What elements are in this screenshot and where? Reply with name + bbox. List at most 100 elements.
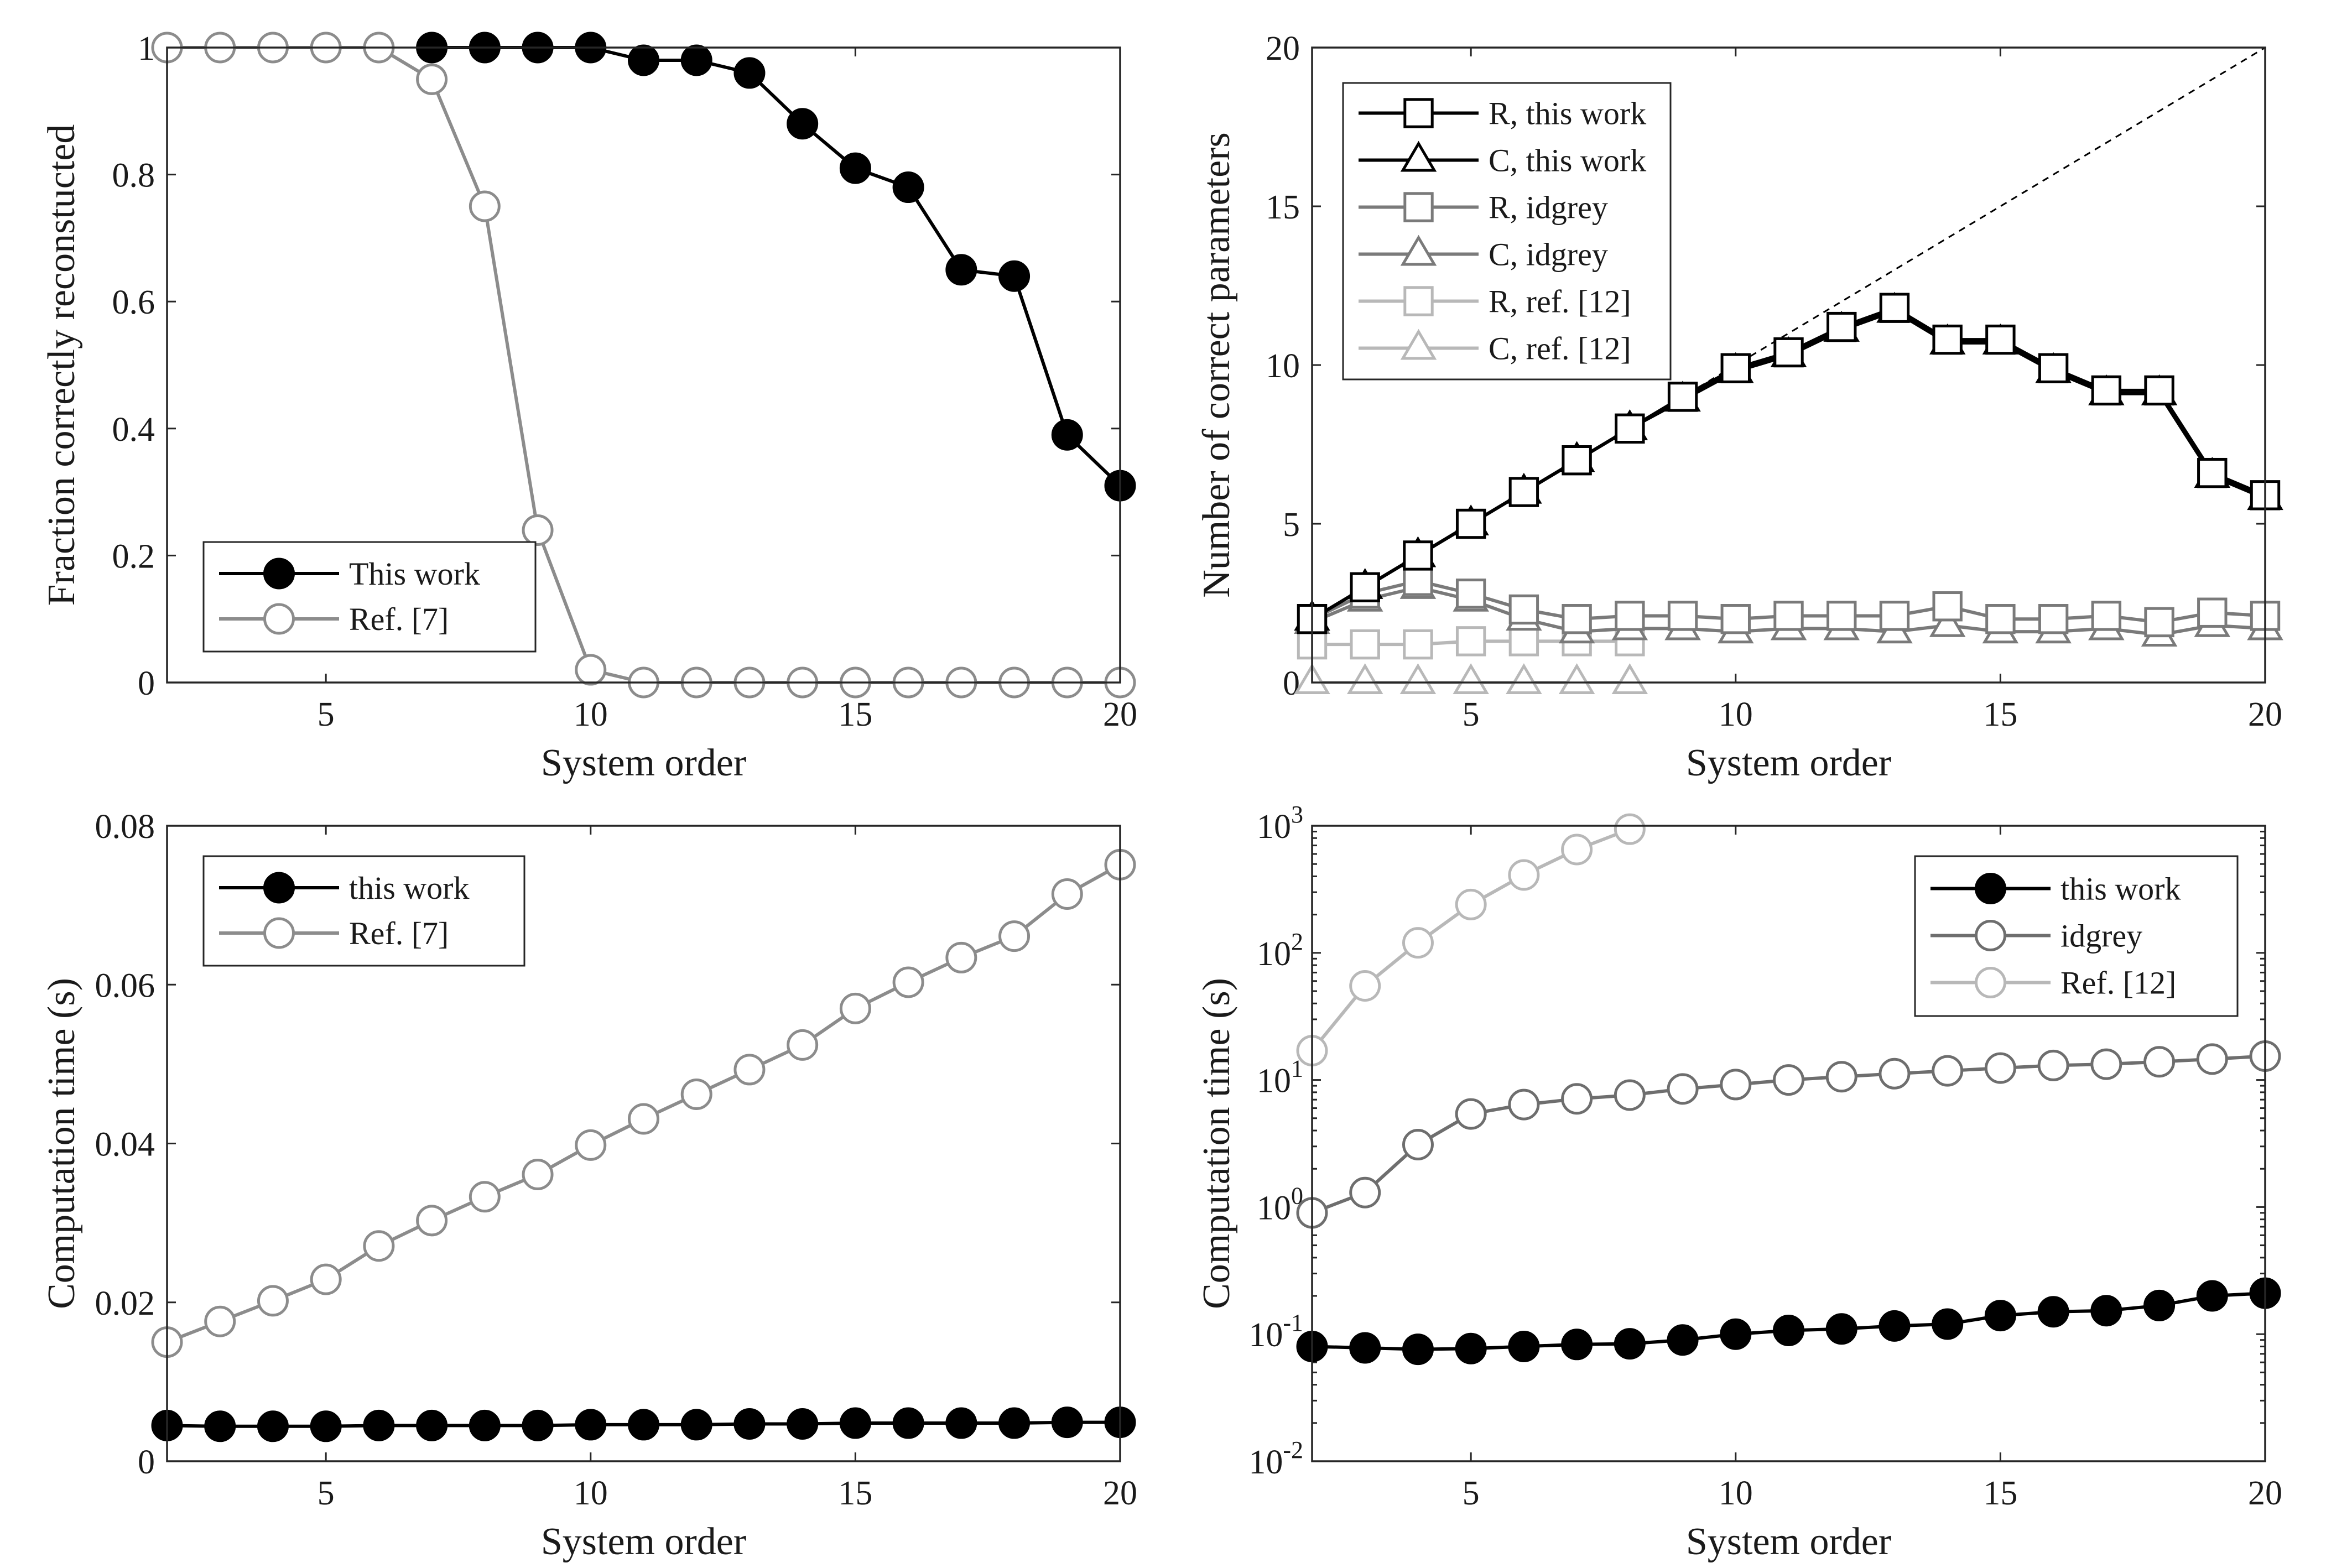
data-point — [1614, 1328, 1646, 1360]
data-point — [1825, 1061, 1857, 1093]
data-point — [1984, 1052, 2016, 1084]
legend-item: idgrey — [1930, 918, 2142, 954]
data-point — [945, 941, 977, 973]
legend-marker — [1400, 235, 1437, 266]
data-point — [363, 1230, 395, 1262]
legend-label: Ref. [7] — [349, 601, 449, 637]
y-tick-label: 103 — [1257, 801, 1303, 846]
data-point — [628, 44, 659, 76]
plot-frame — [1311, 825, 2266, 1462]
legend-item: this work — [1930, 871, 2181, 907]
x-tick-label: 5 — [318, 1475, 335, 1512]
data-point — [1558, 663, 1595, 695]
data-point — [416, 1205, 448, 1237]
data-point — [945, 1407, 977, 1439]
y-tick-label: 0 — [138, 1444, 155, 1481]
x-axis-label: System order — [541, 1520, 746, 1563]
y-tick-label: 100 — [1257, 1182, 1303, 1227]
legend-box — [202, 855, 525, 967]
data-point — [1879, 293, 1910, 323]
y-tick-label: 102 — [1257, 928, 1303, 973]
series-2 — [1296, 813, 1646, 1067]
data-point — [1879, 1310, 1911, 1342]
series-2 — [1297, 566, 2281, 638]
data-point — [1615, 601, 1645, 631]
legend-item: Ref. [7] — [219, 915, 449, 951]
y-tick-label: 20 — [1266, 30, 1300, 67]
data-point — [469, 1409, 501, 1441]
data-point — [1667, 1324, 1699, 1356]
data-point — [1984, 1300, 2016, 1332]
data-point — [628, 1103, 659, 1135]
y-tick-label: 10 — [1266, 347, 1300, 385]
data-point — [998, 920, 1031, 952]
data-point — [1932, 324, 1963, 355]
data-point — [1773, 1314, 1804, 1346]
data-point — [1932, 591, 1963, 622]
legend-item: this work — [219, 870, 470, 906]
data-point — [733, 1054, 766, 1086]
data-point — [2091, 601, 2122, 631]
legend-label: R, ref. [12] — [1489, 284, 1631, 320]
legend-label: idgrey — [2060, 918, 2142, 954]
data-point — [733, 1408, 766, 1440]
series-0 — [1297, 293, 2281, 634]
data-point — [1614, 1079, 1646, 1111]
plot-data — [151, 848, 1136, 1442]
legend-label: C, idgrey — [1489, 237, 1608, 273]
data-point — [1402, 1128, 1434, 1160]
data-point — [522, 1409, 554, 1441]
legend-label: C, this work — [1489, 143, 1646, 179]
time-linear-panel: 5 10 15 20 0 0.02 0.04 0.06 0.08 System order Comp… — [40, 808, 1137, 1563]
legend-item: R, ref. [12] — [1359, 284, 1631, 320]
data-point — [1508, 594, 1539, 625]
x-tick-label: 10 — [574, 696, 608, 733]
parameters-panel: 5 10 15 20 0 5 10 15 20 System order Number of cor… — [1195, 30, 2283, 784]
data-point — [1455, 579, 1486, 609]
data-point — [1349, 1176, 1381, 1208]
data-point — [892, 966, 924, 998]
x-tick-label: 10 — [1719, 696, 1753, 733]
data-point — [1827, 311, 1857, 342]
y-tick-label: 0.04 — [95, 1126, 155, 1164]
legend: This work Ref. [7] — [202, 541, 537, 653]
data-point — [1455, 626, 1486, 657]
data-point — [945, 254, 977, 286]
series-0 — [151, 1406, 1136, 1442]
data-point — [2143, 1046, 2176, 1078]
data-point — [1611, 663, 1648, 695]
y-axis-label: Computation time (s) — [40, 978, 83, 1309]
data-point — [257, 1285, 289, 1317]
legend-marker — [1403, 98, 1434, 128]
data-point — [2038, 353, 2069, 383]
x-tick-label: 15 — [838, 1475, 872, 1512]
legend-item: R, idgrey — [1359, 190, 1608, 226]
data-point — [1720, 1069, 1752, 1101]
data-point — [522, 1159, 554, 1191]
data-point — [1879, 1058, 1911, 1090]
data-point — [1350, 572, 1380, 602]
data-point — [1402, 927, 1434, 959]
y-axis-label: Computation time (s) — [1195, 978, 1238, 1309]
data-point — [892, 1407, 924, 1439]
data-point — [1773, 1064, 1804, 1096]
data-point — [469, 1181, 501, 1213]
legend-marker — [1400, 329, 1437, 360]
y-tick-label: 0.8 — [112, 157, 155, 195]
data-point — [1562, 445, 1592, 476]
data-point — [733, 57, 766, 89]
data-point — [1985, 324, 2016, 355]
legend-item: Ref. [12] — [1930, 965, 2176, 1001]
y-tick-label: 5 — [1283, 506, 1300, 544]
data-point — [1932, 1308, 1964, 1340]
data-point — [1561, 834, 1593, 866]
x-tick-label: 15 — [838, 696, 872, 733]
x-axis-label: System order — [1686, 1520, 1891, 1563]
data-point — [1667, 382, 1698, 412]
x-tick-label: 5 — [318, 696, 335, 733]
data-point — [1773, 337, 1804, 368]
data-point — [1932, 1055, 1964, 1087]
y-tick-label: 0 — [138, 665, 155, 702]
data-point — [363, 1409, 395, 1441]
